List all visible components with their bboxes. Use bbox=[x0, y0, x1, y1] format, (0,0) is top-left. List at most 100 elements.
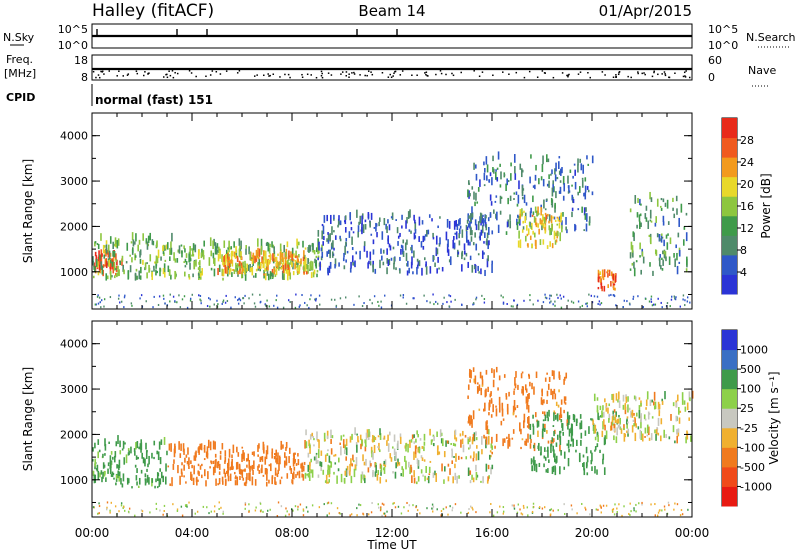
heatmap-cell bbox=[198, 274, 200, 280]
heatmap-cell bbox=[601, 269, 604, 277]
nsky-label: N.Sky bbox=[3, 31, 35, 44]
heatmap-cell bbox=[136, 481, 138, 486]
heatmap-cell bbox=[440, 432, 443, 436]
heatmap-cell bbox=[345, 456, 348, 461]
heatmap-cell bbox=[229, 466, 231, 471]
heatmap-cell bbox=[513, 399, 516, 408]
heatmap-cell bbox=[632, 231, 635, 238]
heatmap-cell bbox=[302, 514, 305, 517]
heatmap-cell bbox=[579, 422, 581, 430]
heatmap-cell bbox=[203, 469, 206, 477]
heatmap-cell bbox=[660, 233, 663, 236]
heatmap-cell bbox=[157, 303, 160, 306]
heatmap-cell bbox=[687, 508, 689, 511]
heatmap-cell bbox=[475, 298, 477, 301]
heatmap-cell bbox=[469, 241, 471, 246]
heatmap-cell bbox=[185, 481, 187, 484]
heatmap-cell bbox=[319, 303, 321, 306]
heatmap-cell bbox=[489, 393, 492, 398]
heatmap-cell bbox=[532, 425, 535, 435]
heatmap-cell bbox=[480, 268, 482, 275]
heatmap-cell bbox=[623, 505, 625, 508]
heatmap-cell bbox=[526, 403, 528, 410]
heatmap-cell bbox=[251, 293, 254, 296]
heatmap-cell bbox=[599, 303, 601, 306]
heatmap-cell bbox=[361, 215, 363, 225]
heatmap-cell bbox=[682, 239, 685, 246]
heatmap-cell bbox=[661, 268, 664, 271]
heatmap-cell bbox=[141, 510, 144, 513]
heatmap-cell bbox=[217, 267, 219, 276]
heatmap-cell bbox=[501, 402, 504, 411]
heatmap-cell bbox=[356, 507, 358, 510]
heatmap-cell bbox=[672, 425, 675, 433]
heatmap-cell bbox=[608, 269, 611, 276]
heatmap-cell bbox=[471, 264, 474, 273]
heatmap-cell bbox=[118, 294, 120, 297]
heatmap-cell bbox=[379, 433, 382, 440]
heatmap-cell bbox=[139, 297, 141, 300]
heatmap-cell bbox=[153, 265, 155, 269]
nave-dot bbox=[209, 74, 212, 76]
heatmap-cell bbox=[618, 400, 621, 409]
heatmap-cell bbox=[119, 450, 122, 455]
heatmap-cell bbox=[288, 262, 291, 270]
heatmap-cell bbox=[435, 247, 438, 256]
heatmap-cell bbox=[101, 265, 104, 275]
heatmap-cell bbox=[146, 272, 148, 279]
heatmap-cell bbox=[339, 220, 342, 226]
heatmap-cell bbox=[413, 451, 415, 460]
heatmap-cell bbox=[664, 391, 666, 400]
heatmap-cell bbox=[557, 404, 560, 408]
heatmap-cell bbox=[523, 420, 525, 429]
heatmap-cell bbox=[630, 410, 632, 418]
heatmap-cell bbox=[458, 475, 460, 479]
heatmap-cell bbox=[522, 386, 524, 396]
heatmap-cell bbox=[523, 194, 526, 204]
heatmap-cell bbox=[312, 250, 315, 253]
heatmap-cell bbox=[636, 224, 638, 229]
heatmap-cell bbox=[423, 257, 426, 261]
heatmap-cell bbox=[473, 451, 475, 458]
heatmap-cell bbox=[476, 445, 478, 449]
heatmap-cell bbox=[612, 281, 614, 284]
heatmap-cell bbox=[264, 250, 267, 260]
heatmap-cell bbox=[475, 453, 478, 461]
heatmap-cell bbox=[109, 257, 111, 262]
heatmap-cell bbox=[337, 218, 340, 226]
heatmap-cell bbox=[662, 215, 665, 222]
heatmap-cell bbox=[144, 458, 146, 467]
heatmap-cell bbox=[467, 384, 470, 390]
heatmap-cell bbox=[210, 460, 213, 465]
heatmap-cell bbox=[201, 463, 203, 467]
heatmap-cell bbox=[475, 164, 477, 169]
heatmap-cell bbox=[223, 255, 225, 262]
heatmap-cell bbox=[236, 257, 239, 263]
heatmap-cell bbox=[270, 463, 272, 472]
heatmap-cell bbox=[649, 209, 652, 219]
heatmap-cell bbox=[272, 273, 274, 278]
heatmap-cell bbox=[191, 464, 193, 469]
heatmap-cell bbox=[384, 294, 386, 297]
nave-dot bbox=[425, 73, 427, 76]
heatmap-cell bbox=[524, 384, 527, 391]
heatmap-cell bbox=[190, 460, 192, 465]
heatmap-cell bbox=[441, 266, 444, 272]
heatmap-cell bbox=[383, 460, 386, 465]
nave-dot bbox=[171, 70, 174, 72]
heatmap-cell bbox=[402, 468, 404, 477]
heatmap-cell bbox=[275, 481, 277, 486]
heatmap-cell bbox=[529, 299, 531, 302]
heatmap-cell bbox=[309, 461, 311, 467]
heatmap-cell bbox=[533, 216, 536, 223]
heatmap-cell bbox=[156, 270, 158, 274]
heatmap-cell bbox=[573, 163, 576, 166]
heatmap-cell bbox=[676, 208, 678, 215]
nave-dot bbox=[543, 72, 546, 74]
heatmap-cell bbox=[311, 469, 314, 478]
heatmap-cell bbox=[242, 297, 244, 300]
heatmap-cell bbox=[379, 259, 381, 269]
heatmap-cell bbox=[477, 221, 480, 231]
heatmap-cell bbox=[157, 451, 160, 461]
heatmap-cell bbox=[383, 503, 385, 506]
